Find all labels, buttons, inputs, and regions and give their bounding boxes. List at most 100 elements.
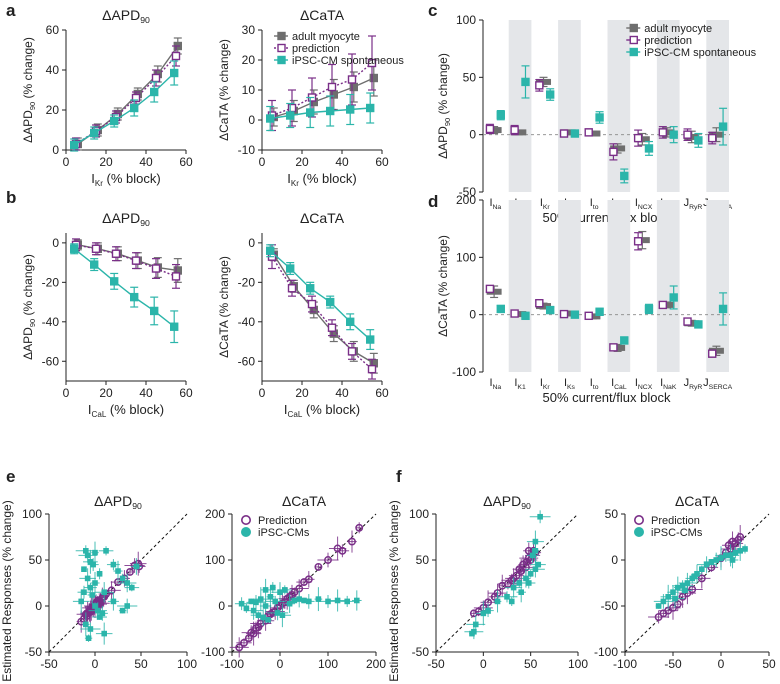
data-point-ipsc [527, 571, 534, 577]
data-point [109, 116, 119, 126]
legend-label: adult myocyte [292, 31, 360, 43]
x-tick-label: 0 [63, 386, 70, 400]
x-tick-label: 0 [480, 657, 487, 671]
data-point-ipsc [99, 610, 106, 617]
category-label-main: I [590, 377, 593, 389]
legend-swatch-marker [277, 43, 286, 53]
category-band [706, 20, 729, 192]
data-point-ipsc [286, 600, 293, 607]
y-tick-label: -40 [42, 315, 60, 329]
legend-swatch-marker [277, 31, 286, 41]
data-point-prediction [507, 576, 516, 585]
legend-label: iPSC-CM spontaneous [292, 55, 404, 67]
y-tick-label: 10 [242, 83, 256, 97]
data-point-prediction [314, 562, 323, 571]
data-point [694, 320, 703, 329]
data-point [129, 103, 139, 113]
y-axis-label-sub: 90 [28, 102, 37, 110]
x-tick-label: 0 [63, 155, 70, 169]
data-point-ipsc [115, 568, 121, 574]
data-point [367, 58, 377, 68]
x-tick-label: 0 [277, 657, 284, 671]
x-tick-label: 200 [366, 657, 386, 671]
y-tick-label: 0 [52, 143, 59, 157]
data-point [485, 124, 495, 134]
chart-title-main: ΔCaTA [282, 493, 327, 509]
panel-letter-b: b [6, 188, 16, 207]
x-tick-label: 50 [524, 657, 538, 671]
panel-letter-f: f [396, 467, 402, 486]
category-label: IKr [540, 197, 551, 211]
y-axis-label-main: ΔCaTA [436, 299, 450, 337]
category-label: JSERCA [703, 377, 732, 391]
category-label: INa [489, 197, 501, 211]
category-label: INa [489, 377, 501, 391]
chart-title-sub: 90 [521, 501, 531, 511]
category-label-main: J [684, 377, 690, 389]
x-axis-label-main: I [91, 171, 95, 186]
series-line-iPSC-CM-spontaneous [73, 72, 175, 146]
legend-label: prediction [292, 43, 340, 55]
x-tick-label: 20 [99, 386, 113, 400]
y-tick-label: 100 [22, 507, 42, 521]
x-axis-label-main: I [284, 402, 288, 417]
category-label: Ito [590, 377, 599, 391]
data-point-ipsc [110, 598, 117, 605]
data-point-prediction [304, 575, 313, 584]
category-label-main: J [703, 377, 709, 389]
category-label-sub: Na [493, 384, 502, 391]
data-point [306, 284, 315, 293]
data-point-ipsc [306, 598, 312, 605]
data-point [694, 136, 703, 145]
category-label: Ito [590, 197, 599, 211]
legend-swatch-marker [629, 47, 638, 57]
x-axis-label: ICaL (% block) [88, 402, 164, 419]
category-band [508, 20, 532, 192]
data-point-ipsc [732, 549, 739, 556]
x-tick-label: 100 [318, 657, 338, 671]
data-point-ipsc [510, 584, 517, 591]
data-point [708, 349, 717, 358]
y-axis-label-rest: (% change) [217, 256, 231, 321]
data-point [287, 284, 297, 293]
data-point-ipsc [92, 580, 98, 586]
y-tick-label: 0 [469, 308, 476, 322]
data-point [669, 130, 678, 139]
data-point [683, 130, 692, 139]
chart-title: ΔCaTA [282, 493, 327, 509]
y-tick-label: 50 [29, 553, 43, 567]
data-point [286, 264, 295, 273]
y-axis-label: ΔCaTA (% change) [217, 256, 231, 358]
y-axis-label-rest: (% change) [21, 37, 35, 102]
data-point-ipsc [267, 594, 274, 600]
category-band [607, 20, 631, 192]
chart-c: -50050100INaIK1IKrIKsItoICaLINCXINaKJRyR… [436, 13, 757, 225]
category-label-main: I [489, 197, 492, 209]
y-tick-label: -20 [238, 275, 256, 289]
category-label: IKr [540, 377, 551, 391]
y-axis-label-rest: (% change) [436, 235, 450, 300]
data-point [535, 81, 544, 90]
legend-label: Prediction [651, 515, 700, 527]
chart-f2: -100 -50 0 50 -100 -50 0 50 ΔCaTA PredictioniPSC-… [594, 493, 776, 671]
data-point-ipsc [516, 580, 523, 586]
chart-title: ΔAPD90 [94, 493, 142, 511]
data-point-prediction [126, 568, 134, 576]
chart-title: ΔCaTA [300, 210, 345, 226]
y-tick-label: 20 [46, 103, 60, 117]
legend-swatch-marker [629, 35, 638, 45]
data-point-ipsc [243, 605, 250, 612]
category-label-sub: SERCA [709, 384, 733, 391]
x-axis-label-sub: CaL [288, 410, 303, 419]
y-tick-label: 100 [205, 553, 225, 567]
x-tick-label: 60 [375, 386, 389, 400]
panel-letter-d: d [428, 192, 438, 211]
category-label: INaK [660, 377, 677, 391]
legend-label: adult myocyte [644, 23, 712, 35]
data-point-ipsc [713, 557, 719, 563]
data-point-ipsc [708, 559, 715, 565]
data-point [570, 129, 580, 138]
data-point [347, 75, 357, 84]
